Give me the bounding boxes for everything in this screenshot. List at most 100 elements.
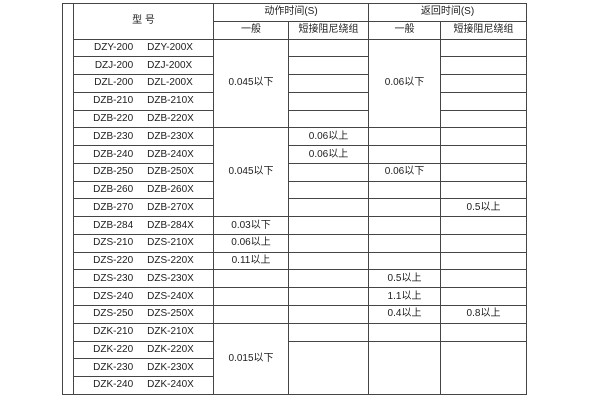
model-name: DZK-230 (93, 361, 134, 373)
return-time-group-header: 返回时间(S) (368, 3, 527, 22)
action-general-cell: 0.015以下 (213, 322, 289, 395)
action-damping-cell (288, 38, 369, 58)
model-cell: DZS-250 DZS-250X (73, 305, 214, 324)
action-damping-cell (288, 198, 369, 218)
model-name-x: DZK-240X (147, 379, 194, 391)
table-row: DZK-210 DZK-210X 0.015以下 (63, 322, 527, 395)
action-damping-cell (288, 305, 369, 324)
model-name-x: DZS-220X (147, 255, 194, 267)
model-name: DZK-210 (93, 326, 134, 338)
model-name: DZY-200 (94, 41, 134, 53)
model-name-x: DZB-270X (147, 201, 194, 213)
model-cell: DZK-230 DZK-230X (73, 358, 214, 378)
action-damping-cell (288, 322, 369, 342)
return-damping-cell (440, 162, 527, 182)
relay-spec-table: 型 号 动作时间(S) 返回时间(S) 一般 短接阻尼绕组 一般 短接阻尼绕组 … (62, 3, 527, 395)
return-damping-cell (440, 269, 527, 289)
action-general-cell: 0.045以下 (213, 38, 289, 129)
action-damping-cell (288, 269, 369, 289)
return-general-cell (368, 180, 441, 200)
model-name-x: DZS-210X (147, 237, 194, 249)
return-damping-cell (440, 340, 527, 395)
table-row: DZS-210 DZS-210X 0.06以上 (63, 233, 527, 253)
model-cell: DZS-230 DZS-230X (73, 269, 214, 289)
left-spacer-column (62, 3, 74, 395)
return-general-cell: 0.5以上 (368, 269, 441, 289)
action-damping-cell (288, 287, 369, 307)
model-name-x: DZB-240X (147, 148, 194, 160)
model-name: DZJ-200 (94, 59, 134, 71)
action-damping-cell (288, 109, 369, 129)
return-damping-cell (440, 233, 527, 253)
model-name: DZB-260 (93, 184, 134, 196)
return-damping-cell (440, 216, 527, 235)
table-row: DZK-240 DZK-240X (63, 376, 527, 395)
model-name: DZS-230 (93, 272, 134, 284)
model-name-x: DZB-250X (147, 166, 194, 178)
action-damping-cell (288, 74, 369, 93)
model-name-x: DZS-240X (147, 290, 194, 302)
return-general-cell (368, 251, 441, 271)
model-name-x: DZS-230X (147, 272, 194, 284)
return-damping-cell (440, 180, 527, 200)
action-general-cell (213, 305, 289, 324)
action-damping-cell (288, 233, 369, 253)
model-cell: DZB-250 DZB-250X (73, 162, 214, 182)
model-cell: DZB-240 DZB-240X (73, 145, 214, 164)
action-damping-cell (288, 216, 369, 235)
model-cell: DZK-210 DZK-210X (73, 322, 214, 342)
action-damping-cell (288, 340, 369, 395)
action-damping-cell (288, 180, 369, 200)
model-cell: DZS-240 DZS-240X (73, 287, 214, 307)
return-damping-cell (440, 74, 527, 93)
table-row: DZJ-200 DZJ-200X (63, 56, 527, 76)
action-general-cell: 0.03以下 (213, 216, 289, 235)
model-cell: DZK-240 DZK-240X (73, 376, 214, 395)
model-name: DZB-284 (93, 219, 134, 231)
model-cell: DZS-220 DZS-220X (73, 251, 214, 271)
model-name-x: DZJ-200X (147, 59, 193, 71)
table-row: DZB-210 DZB-210X (63, 91, 527, 111)
return-general-cell (368, 322, 441, 342)
table-row: DZB-220 DZB-220X (63, 109, 527, 129)
return-general-cell (368, 233, 441, 253)
table-row: DZB-284 DZB-284X 0.03以下 (63, 216, 527, 235)
model-name-x: DZS-250X (147, 308, 194, 320)
action-general-cell: 0.045以下 (213, 127, 289, 218)
model-name-x: DZB-230X (147, 130, 194, 142)
model-name-x: DZB-260X (147, 184, 194, 196)
return-damping-cell (440, 251, 527, 271)
action-general-cell (213, 269, 289, 289)
return-damping-cell (440, 109, 527, 129)
action-damping-header: 短接阻尼绕组 (288, 20, 369, 40)
model-header: 型 号 (73, 3, 214, 40)
action-general-cell: 0.06以上 (213, 233, 289, 253)
action-damping-cell (288, 91, 369, 111)
model-cell: DZB-220 DZB-220X (73, 109, 214, 129)
return-damping-cell (440, 56, 527, 76)
action-general-cell (213, 287, 289, 307)
header-row-1: 型 号 动作时间(S) 返回时间(S) (62, 3, 527, 395)
action-damping-cell (288, 251, 369, 271)
return-general-cell (368, 127, 441, 147)
model-name-x: DZL-200X (147, 77, 193, 89)
table-row: DZS-220 DZS-220X 0.11以上 (63, 251, 527, 271)
table-row: DZY-200 DZY-200X 0.045以下 0.06以下 (63, 38, 527, 129)
return-general-cell (368, 340, 441, 395)
model-name: DZB-250 (93, 166, 134, 178)
table-row: DZK-230 DZK-230X (63, 358, 527, 378)
action-time-group-header: 动作时间(S) (213, 3, 369, 22)
model-name-x: DZB-284X (147, 219, 194, 231)
return-damping-header: 短接阻尼绕组 (440, 20, 527, 40)
model-name: DZK-220 (93, 343, 134, 355)
return-general-cell (368, 198, 441, 218)
return-general-cell (368, 216, 441, 235)
action-damping-cell (288, 56, 369, 76)
return-damping-cell (440, 127, 527, 147)
return-general-cell: 0.4以上 (368, 305, 441, 324)
model-name: DZB-210 (93, 95, 134, 107)
model-cell: DZY-200 DZY-200X (73, 38, 214, 58)
return-damping-cell: 0.8以上 (440, 305, 527, 324)
return-damping-cell (440, 38, 527, 58)
return-general-cell (368, 145, 441, 164)
